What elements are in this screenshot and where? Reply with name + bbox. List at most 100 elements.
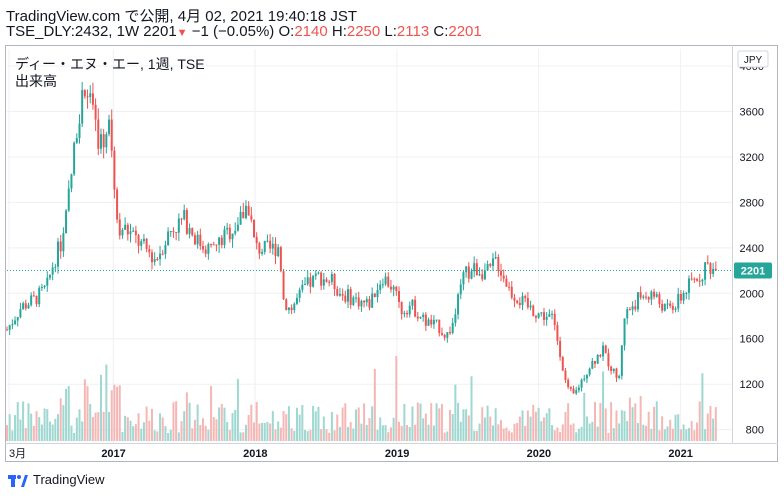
candle-body xyxy=(247,205,250,216)
candle-body xyxy=(161,253,164,255)
volume-bar xyxy=(172,402,175,441)
volume-bar xyxy=(457,402,460,441)
candle-body xyxy=(610,366,613,371)
candle-body xyxy=(395,286,398,292)
volume-bar xyxy=(285,414,288,441)
volume-bar xyxy=(355,409,358,441)
candle-body xyxy=(516,300,519,303)
volume-bar xyxy=(524,425,527,441)
candle-body xyxy=(416,316,419,319)
candle-body xyxy=(591,361,594,369)
volume-bar xyxy=(105,364,108,441)
candle-body xyxy=(183,209,186,220)
volume-bar xyxy=(287,406,290,441)
candle-body xyxy=(639,292,642,298)
volume-bar xyxy=(679,429,682,441)
price-chart[interactable]: 80012001600200024002800320036004000 3月20… xyxy=(5,45,779,463)
volume-bar xyxy=(411,406,414,441)
candle-body xyxy=(524,296,527,299)
candle-body xyxy=(599,354,602,357)
volume-bar xyxy=(564,412,567,441)
volume-bar xyxy=(422,418,425,441)
volume-bar xyxy=(57,414,60,441)
volume-bar xyxy=(575,432,578,441)
tradingview-footer[interactable]: TradingView xyxy=(8,472,105,487)
candle-body xyxy=(666,303,669,305)
candle-body xyxy=(626,309,629,319)
volume-bar xyxy=(169,429,172,441)
volume-bar xyxy=(526,410,529,441)
candle-body xyxy=(293,303,296,311)
candle-body xyxy=(285,299,288,310)
candle-body xyxy=(577,387,580,391)
candle-body xyxy=(301,284,304,290)
candle-body xyxy=(204,249,207,254)
volume-bar xyxy=(639,395,642,441)
volume-bar xyxy=(330,411,333,441)
volume-bar xyxy=(113,384,116,441)
candle-body xyxy=(360,300,363,307)
grid-lines xyxy=(7,49,732,443)
candle-body xyxy=(346,289,349,302)
candle-body xyxy=(575,390,578,394)
candle-body xyxy=(537,313,540,318)
candle-body xyxy=(392,286,395,290)
volume-bar xyxy=(97,412,100,441)
candle-body xyxy=(277,247,280,256)
volume-bar xyxy=(346,427,349,441)
volume-bar xyxy=(164,426,167,441)
volume-bar xyxy=(6,425,8,441)
volume-bar xyxy=(14,415,17,441)
volume-bar xyxy=(108,411,111,441)
currency-badge[interactable]: JPY xyxy=(737,50,769,68)
candle-body xyxy=(295,297,298,304)
candle-body xyxy=(116,189,119,220)
candle-body xyxy=(701,279,704,282)
volume-bar xyxy=(159,413,162,441)
candle-body xyxy=(73,142,76,175)
candle-body xyxy=(89,93,92,98)
candle-body xyxy=(19,308,22,318)
volume-bar xyxy=(534,411,537,441)
volume-bar xyxy=(301,405,304,441)
volume-bar xyxy=(282,411,285,441)
candle-body xyxy=(11,324,14,326)
volume-bar xyxy=(607,432,610,441)
time-axis[interactable]: 3月 2017 2018 2019 2020 2021 xyxy=(9,448,693,460)
volume-bar xyxy=(239,432,242,441)
candle-body xyxy=(40,287,43,289)
volume-bar xyxy=(212,417,215,441)
candle-body xyxy=(210,244,213,246)
last-price-badge-text: 2201 xyxy=(741,265,765,277)
volume-bar xyxy=(338,427,341,441)
volume-bar xyxy=(529,416,532,441)
volume-bar xyxy=(669,419,672,441)
candle-body xyxy=(118,219,121,236)
volume-bar xyxy=(628,397,631,441)
candle-body xyxy=(269,240,272,249)
volume-bar xyxy=(191,428,194,441)
candle-body xyxy=(38,287,41,305)
candle-body xyxy=(108,119,111,135)
candle-body xyxy=(545,316,548,320)
price-axis[interactable]: 80012001600200024002800320036004000 xyxy=(740,61,764,437)
candle-body xyxy=(663,304,666,311)
candle-body xyxy=(148,249,151,253)
volume-bar xyxy=(379,417,382,441)
candle-body xyxy=(202,246,205,250)
volume-bar xyxy=(196,404,199,441)
candle-body xyxy=(164,245,167,255)
volume-bar xyxy=(446,431,449,441)
candle-body xyxy=(43,285,46,288)
volume-bar xyxy=(459,421,462,441)
volume-bar xyxy=(116,386,119,441)
volume-bar xyxy=(304,429,307,441)
y-tick-label: 2000 xyxy=(740,288,764,300)
volume-bar xyxy=(132,426,135,441)
volume-bar xyxy=(188,402,191,441)
volume-bar xyxy=(255,402,258,441)
candle-body xyxy=(419,317,422,319)
y-tick-label: 800 xyxy=(746,425,764,437)
volume-bar xyxy=(435,403,438,441)
candle-body xyxy=(556,325,559,341)
